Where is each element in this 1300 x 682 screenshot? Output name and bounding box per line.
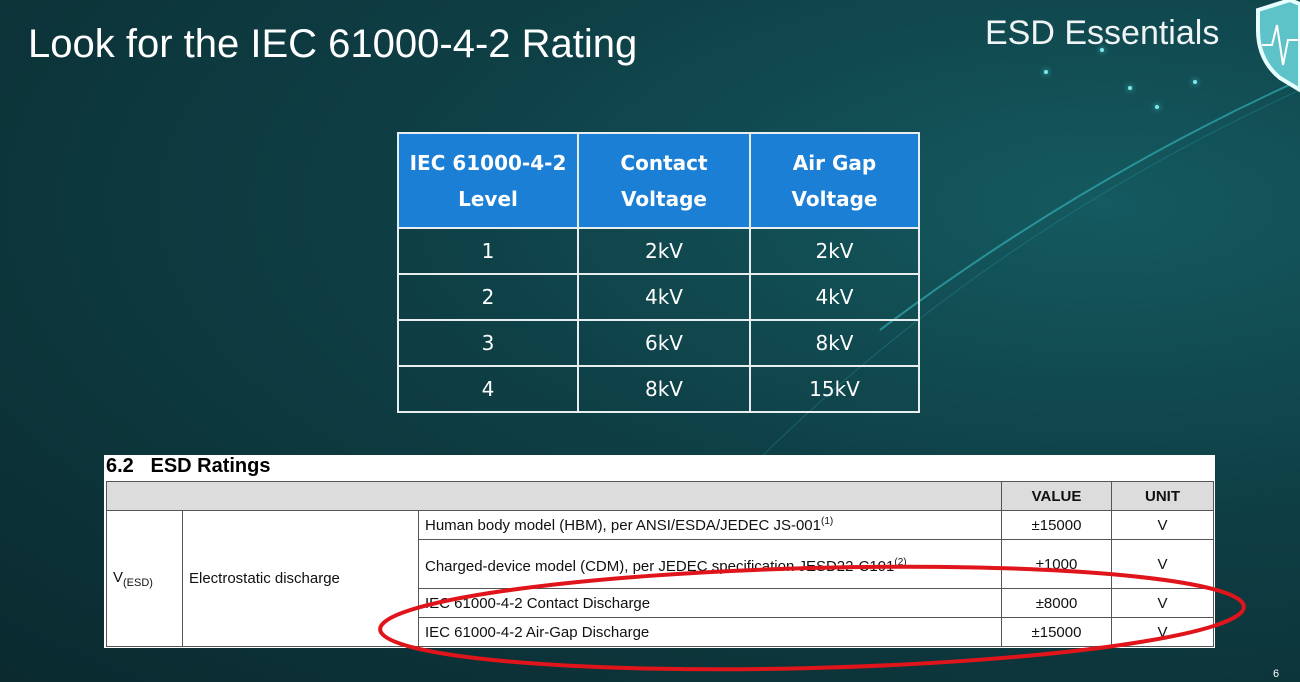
table-row: 3 6kV 8kV (397, 319, 920, 367)
value: ±1000 (1001, 539, 1112, 589)
table-row: 4 8kV 15kV (397, 365, 920, 413)
esd-ratings-excerpt: 6.2 ESD Ratings VALUE UNIT V(ESD) Electr… (104, 455, 1215, 648)
unit: V (1111, 588, 1214, 618)
cell: 8kV (749, 319, 920, 367)
table-header-row: IEC 61000-4-2 Level Contact Voltage Air … (397, 132, 920, 229)
table-header-row: VALUE UNIT (106, 481, 1214, 511)
cell: 2 (397, 273, 579, 321)
brand-name: ESD Essentials (985, 14, 1220, 52)
slide-title: Look for the IEC 61000-4-2 Rating (28, 22, 638, 66)
cell: 4kV (749, 273, 920, 321)
condition: IEC 61000-4-2 Air-Gap Discharge (418, 617, 1002, 647)
table-row: 2 4kV 4kV (397, 273, 920, 321)
symbol: V(ESD) (106, 510, 183, 647)
iec-level-table: IEC 61000-4-2 Level Contact Voltage Air … (397, 132, 920, 413)
section-heading: 6.2 ESD Ratings (106, 455, 271, 477)
unit: V (1111, 617, 1214, 647)
table-row: V(ESD) Electrostatic discharge Human bod… (106, 510, 1214, 647)
header-value: VALUE (1001, 481, 1112, 511)
condition: Human body model (HBM), per ANSI/ESDA/JE… (418, 510, 1002, 540)
condition: IEC 61000-4-2 Contact Discharge (418, 588, 1002, 618)
header-air-gap-voltage: Air Gap Voltage (749, 132, 920, 229)
cell: 2kV (749, 227, 920, 275)
cell: 15kV (749, 365, 920, 413)
unit: V (1111, 510, 1214, 540)
value: ±15000 (1001, 510, 1112, 540)
cell: 4 (397, 365, 579, 413)
esd-ratings-table: VALUE UNIT V(ESD) Electrostatic discharg… (106, 481, 1214, 647)
cell: 4kV (577, 273, 751, 321)
unit: V (1111, 539, 1214, 589)
page-number: 6 (1273, 668, 1280, 680)
value: ±15000 (1001, 617, 1112, 647)
value: ±8000 (1001, 588, 1112, 618)
header-unit: UNIT (1111, 481, 1214, 511)
cell: 6kV (577, 319, 751, 367)
cell: 3 (397, 319, 579, 367)
condition: Charged-device model (CDM), per JEDEC sp… (418, 539, 1002, 589)
cell: 1 (397, 227, 579, 275)
shield-heartbeat-icon (1256, 0, 1300, 93)
header-level: IEC 61000-4-2 Level (397, 132, 579, 229)
cell: 8kV (577, 365, 751, 413)
header-contact-voltage: Contact Voltage (577, 132, 751, 229)
parameter: Electrostatic discharge (182, 510, 419, 647)
table-row: 1 2kV 2kV (397, 227, 920, 275)
cell: 2kV (577, 227, 751, 275)
